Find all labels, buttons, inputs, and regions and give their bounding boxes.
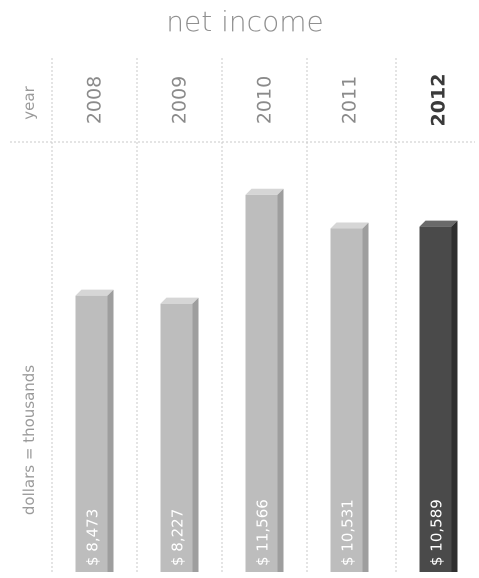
bar-side-2009: [192, 297, 199, 572]
value-label-2010: $ 11,566: [254, 499, 272, 566]
bar-top-2010: [245, 188, 284, 195]
year-label-2012: 2012: [428, 74, 450, 127]
bar-top-2012: [419, 220, 458, 227]
value-label-2009: $ 8,227: [169, 509, 187, 566]
bar-top-2009: [160, 297, 199, 304]
bar-2008: [75, 289, 114, 572]
bar-2012: [419, 220, 458, 573]
bar-side-2008: [107, 289, 114, 572]
bar-2009: [160, 297, 199, 572]
bar-top-2008: [75, 289, 114, 296]
bar-side-2011: [362, 222, 369, 572]
y-axis-label: dollars = thousands: [20, 365, 38, 515]
bar-side-2010: [277, 188, 284, 573]
year-label-2008: 2008: [84, 76, 106, 124]
value-label-2012: $ 10,589: [428, 499, 446, 566]
bars: [75, 188, 458, 573]
bar-front-2012: [419, 226, 452, 573]
bar-2010: [245, 188, 284, 573]
bar-front-2009: [160, 303, 193, 572]
grid: [10, 58, 475, 572]
value-label-2008: $ 8,473: [84, 509, 102, 566]
year-label-2009: 2009: [169, 76, 191, 124]
bar-front-2011: [330, 228, 363, 572]
labels: 2008 $ 8,473 2009 $ 8,227 2010 $ 11,566 2011 $ …: [84, 74, 450, 566]
year-label-2010: 2010: [254, 76, 276, 124]
bar-top-2011: [330, 222, 369, 229]
chart-title: net income: [166, 5, 323, 38]
year-label-2011: 2011: [339, 76, 361, 124]
x-axis-label: year: [20, 85, 38, 119]
bar-front-2008: [75, 295, 108, 572]
bar-side-2012: [451, 220, 458, 573]
bar-front-2010: [245, 194, 278, 573]
value-label-2011: $ 10,531: [339, 499, 357, 566]
bar-2011: [330, 222, 369, 572]
